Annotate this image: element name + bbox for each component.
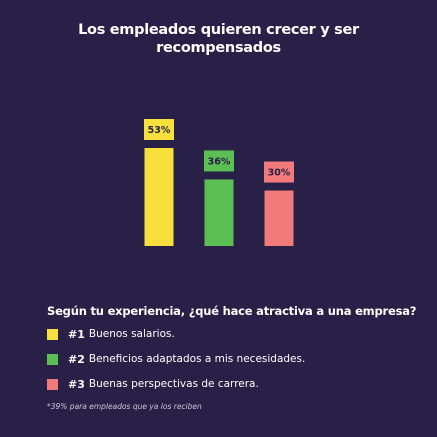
bar-3 (264, 190, 294, 246)
value-label-2: 36% (208, 156, 231, 167)
title-line-2: recompensados (156, 40, 281, 56)
title-line-1: Los empleados quieren crecer y ser (78, 22, 359, 38)
legend-rank-3: #3 (68, 377, 85, 391)
legend-item-3: #3 Buenas perspectivas de carrera. (47, 377, 259, 391)
value-label-box-3 (264, 161, 294, 183)
chart-title: Los empleados quieren crecer y ser recom… (0, 21, 437, 57)
value-label-3: 30% (268, 168, 291, 179)
legend-item-1: #1 Buenos salarios. (47, 327, 175, 341)
legend-swatch-2 (47, 353, 58, 365)
value-label-box-1 (144, 119, 174, 140)
legend-rank-1: #1 (68, 327, 85, 341)
bar-2 (204, 179, 234, 246)
value-label-box-2 (204, 150, 234, 172)
survey-question: Según tu experiencia, ¿qué hace atractiv… (47, 304, 417, 318)
legend-text-3: Buenas perspectivas de carrera. (88, 378, 259, 390)
bar-1 (144, 148, 174, 246)
legend-text-1: Buenos salarios. (88, 328, 175, 340)
value-label-1: 53% (148, 125, 171, 136)
legend-item-2: #2 Beneficios adaptados a mis necesidade… (47, 352, 305, 366)
legend-swatch-3 (47, 378, 58, 390)
legend-swatch-1 (47, 328, 58, 340)
footnote: *39% para empleados que ya los reciben (47, 402, 202, 411)
legend-text-2: Beneficios adaptados a mis necesidades. (88, 353, 306, 365)
legend-rank-2: #2 (68, 352, 85, 366)
